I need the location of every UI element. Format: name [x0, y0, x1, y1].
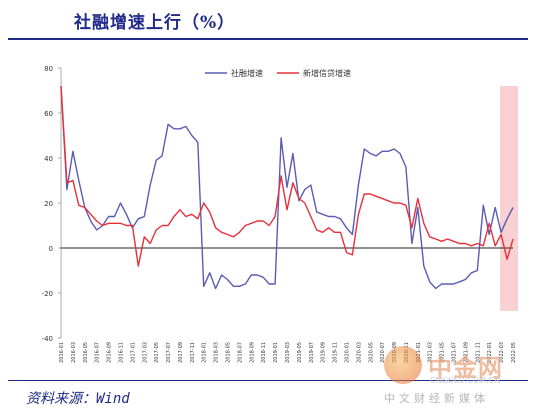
- x-tick-label: 2016-11: [118, 342, 124, 363]
- footer-rule: [8, 380, 528, 381]
- x-tick-label: 2018-11: [261, 342, 267, 363]
- x-tick-label: 2021-07: [452, 342, 458, 363]
- x-tick-label: 2019-09: [321, 342, 327, 363]
- x-tick-label: 2021-09: [463, 342, 469, 363]
- line-chart: -40 -20 0 20 40 60 80 2016-01 2016-03 2016-05 2016…: [42, 65, 518, 363]
- x-tick-label: 2022-01: [487, 342, 493, 363]
- x-tick-label: 2016-03: [71, 342, 77, 363]
- x-tick-label: 2017-09: [178, 342, 184, 363]
- x-tick-label: 2016-09: [107, 342, 113, 363]
- x-tick-label: 2018-01: [202, 342, 208, 363]
- x-tick-label: 2018-03: [214, 342, 220, 363]
- x-tick-label: 2018-07: [237, 342, 243, 363]
- x-tick-label: 2021-11: [475, 342, 481, 363]
- series-line-1: [60, 85, 514, 290]
- x-tick-label: 2019-05: [297, 342, 303, 363]
- x-tick-label: 2022-05: [511, 342, 517, 363]
- x-tick-label: 2018-05: [226, 342, 232, 363]
- x-tick-label: 2021-05: [440, 342, 446, 363]
- x-tick-label: 2022-03: [499, 342, 505, 363]
- x-tick-label: 2020-05: [368, 342, 374, 363]
- legend-label-2: 新增信贷增速: [303, 68, 351, 78]
- y-tick-label: 60: [44, 110, 53, 118]
- x-tick-label: 2018-09: [249, 342, 255, 363]
- watermark-slogan: 中文财经新媒体: [384, 392, 489, 405]
- watermark-name: 中金网: [428, 354, 503, 382]
- x-tick-label: 2017-11: [190, 342, 196, 363]
- x-tick-label: 2019-07: [309, 342, 315, 363]
- chart-title: 社融增速上行（%）: [74, 13, 236, 33]
- x-tick-label: 2019-03: [285, 342, 291, 363]
- y-tick-label: 20: [44, 200, 53, 208]
- x-tick-label: 2017-03: [142, 342, 148, 363]
- x-tick-label: 2021-01: [416, 342, 422, 363]
- title-underline: [8, 38, 528, 40]
- x-tick-label: 2017-07: [166, 342, 172, 363]
- y-tick-label: 40: [44, 155, 53, 163]
- highlight-band: [500, 86, 518, 311]
- x-tick-label: 2020-01: [344, 342, 350, 363]
- x-tick-label: 2016-05: [83, 342, 89, 363]
- x-tick-label: 2021-03: [428, 342, 434, 363]
- legend-label-1: 社融增速: [231, 68, 263, 78]
- x-tick-label: 2019-11: [333, 342, 339, 363]
- y-tick-label: -40: [42, 335, 53, 343]
- watermark-url: CNGOLD.COM.CN: [430, 376, 501, 385]
- series-line-2: [60, 85, 514, 267]
- x-tick-label: 2020-07: [380, 342, 386, 363]
- source-note: 资料来源：Wind: [26, 391, 130, 407]
- y-tick-label: 0: [49, 245, 53, 253]
- x-tick-label: 2020-03: [356, 342, 362, 363]
- x-tick-label: 2016-01: [59, 342, 65, 363]
- x-tick-label: 2016-07: [95, 342, 101, 363]
- y-tick-label: -20: [42, 290, 53, 298]
- x-tick-label: 2017-01: [130, 342, 136, 363]
- watermark-logo: 中金网 CNGOLD.COM.CN 中文财经新媒体: [380, 342, 530, 412]
- x-tick-label: 2019-01: [273, 342, 279, 363]
- x-tick-label: 2017-05: [154, 342, 160, 363]
- coin-icon: [384, 346, 422, 384]
- y-tick-label: 80: [44, 65, 53, 73]
